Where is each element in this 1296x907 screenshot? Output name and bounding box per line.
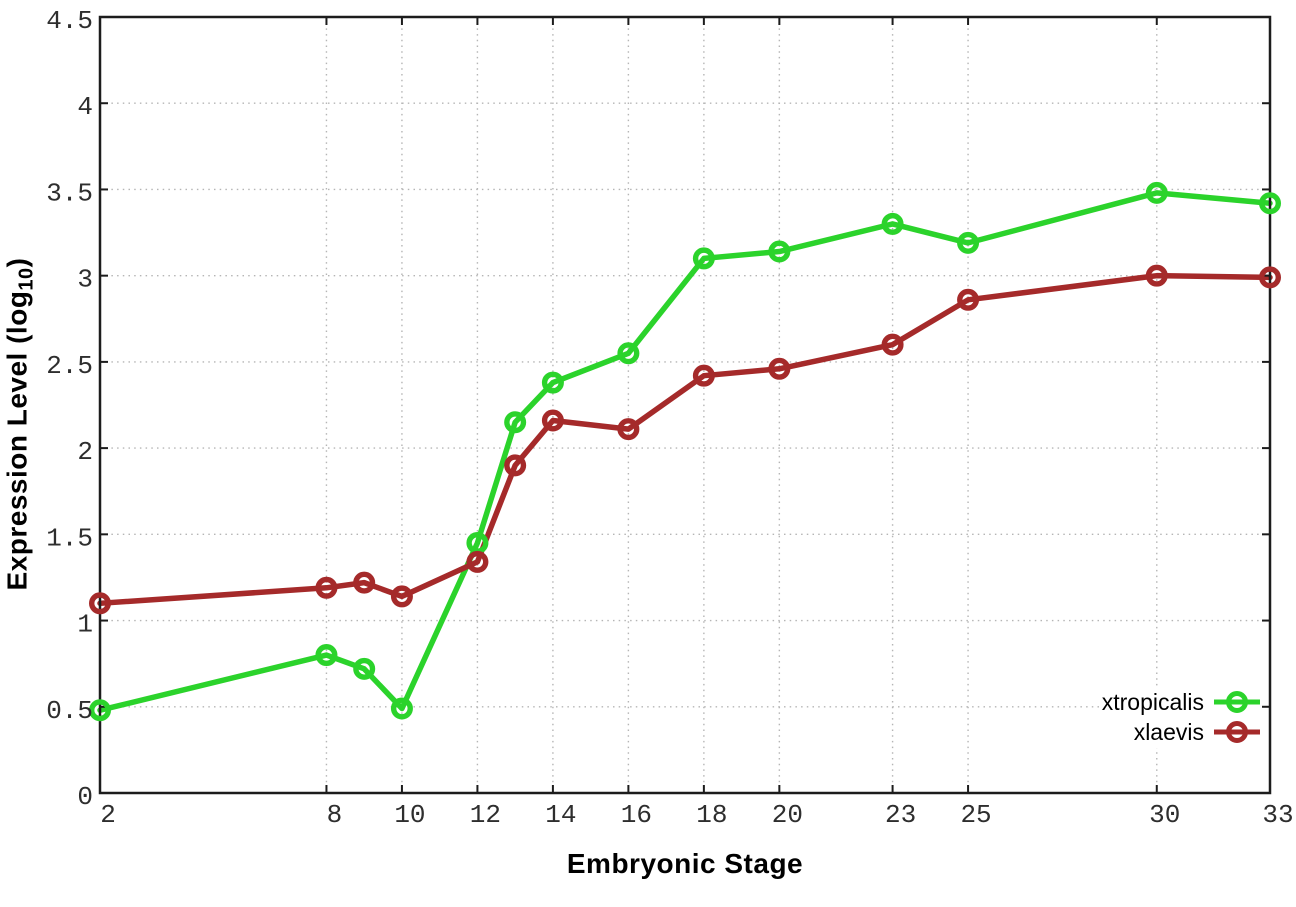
x-tick-label-18: 18	[696, 800, 727, 830]
x-tick-label-25: 25	[960, 800, 991, 830]
data-point-xlaevis-stage-8	[315, 576, 338, 599]
legend-label-xlaevis: xlaevis	[1133, 718, 1204, 745]
series-line-xtropicalis	[97, 190, 1273, 713]
data-point-xlaevis-stage-14	[541, 409, 564, 432]
y-tick-label-2.5: 2.5	[46, 351, 93, 381]
data-point-xlaevis-stage-30	[1145, 264, 1168, 287]
data-point-xtropicalis-stage-23	[881, 212, 904, 235]
legend-circle-marker-icon	[1226, 721, 1248, 743]
x-tick-label-23: 23	[885, 800, 916, 830]
x-tick-label-30: 30	[1149, 800, 1180, 830]
y-tick-label-1.5: 1.5	[46, 523, 93, 553]
data-point-xlaevis-stage-20	[768, 357, 791, 380]
data-point-xlaevis-stage-9	[353, 571, 376, 594]
x-tick-label-10: 10	[394, 800, 425, 830]
x-tick-label-8: 8	[327, 800, 343, 830]
data-point-xlaevis-stage-25	[957, 288, 980, 311]
gridlines	[100, 17, 1270, 793]
legend-circle-marker-icon	[1226, 691, 1248, 713]
series-markers-xtropicalis	[88, 181, 1281, 722]
y-tick-label-3: 3	[77, 265, 93, 295]
legend-item-xlaevis: xlaevis	[1102, 717, 1260, 747]
x-tick-label-33: 33	[1262, 800, 1293, 830]
y-tick-label-0.5: 0.5	[46, 696, 93, 726]
x-tick-label-20: 20	[772, 800, 803, 830]
x-tick-labels: 2 8 10 12 14 16 18 20 23 25 30 33	[100, 800, 1293, 830]
data-point-xtropicalis-stage-30	[1145, 181, 1168, 204]
data-point-xlaevis-stage-33	[1258, 266, 1281, 289]
series-line-xlaevis	[97, 272, 1273, 607]
y-tick-label-4: 4	[77, 92, 93, 122]
data-point-xtropicalis-stage-33	[1258, 192, 1281, 215]
data-point-xlaevis-stage-13	[504, 454, 527, 477]
data-point-xtropicalis-stage-10	[390, 697, 413, 720]
y-axis-title-subscript: 10	[15, 267, 38, 291]
y-axis-title: Expression Level (log10)	[2, 258, 39, 591]
data-point-xtropicalis-stage-8	[315, 644, 338, 667]
data-point-xtropicalis-stage-16	[617, 342, 640, 365]
y-axis-title-text: Expression Level (log	[1, 290, 33, 591]
data-point-xtropicalis-stage-18	[692, 247, 715, 270]
y-tick-label-2: 2	[77, 437, 93, 467]
plot-border-and-ticks	[98, 15, 1272, 795]
legend-label-xtropicalis: xtropicalis	[1101, 688, 1204, 715]
data-point-xlaevis-stage-2	[88, 592, 111, 615]
x-tick-label-16: 16	[621, 800, 652, 830]
data-point-xtropicalis-stage-20	[768, 240, 791, 263]
legend-marker-xlaevis	[1214, 719, 1260, 745]
y-tick-labels: 0 0.5 1 1.5 2 2.5 3 3.5 4 4.5	[46, 6, 93, 812]
legend: xtropicalis xlaevis	[1099, 686, 1262, 748]
x-axis-title: Embryonic Stage	[566, 848, 804, 879]
data-point-xtropicalis-stage-13	[504, 411, 527, 434]
x-tick-label-2: 2	[100, 800, 116, 830]
y-tick-label-0: 0	[77, 782, 93, 812]
data-point-xlaevis-stage-23	[881, 333, 904, 356]
x-tick-label-14: 14	[545, 800, 576, 830]
y-axis-title-close: )	[1, 257, 33, 268]
data-point-xtropicalis-stage-9	[353, 657, 376, 680]
data-point-xtropicalis-stage-25	[957, 231, 980, 254]
y-tick-label-4.5: 4.5	[46, 6, 93, 36]
x-tick-label-12: 12	[470, 800, 501, 830]
data-point-xlaevis-stage-12	[466, 550, 489, 573]
data-point-xlaevis-stage-18	[692, 364, 715, 387]
data-point-xtropicalis-stage-2	[88, 699, 111, 722]
legend-marker-xtropicalis	[1214, 689, 1260, 715]
data-point-xtropicalis-stage-14	[541, 371, 564, 394]
data-point-xlaevis-stage-10	[390, 585, 413, 608]
y-tick-label-3.5: 3.5	[46, 178, 93, 208]
data-point-xlaevis-stage-16	[617, 418, 640, 441]
legend-item-xtropicalis: xtropicalis	[1102, 687, 1260, 717]
series-markers-xlaevis	[88, 264, 1281, 615]
y-tick-label-1: 1	[77, 610, 93, 640]
